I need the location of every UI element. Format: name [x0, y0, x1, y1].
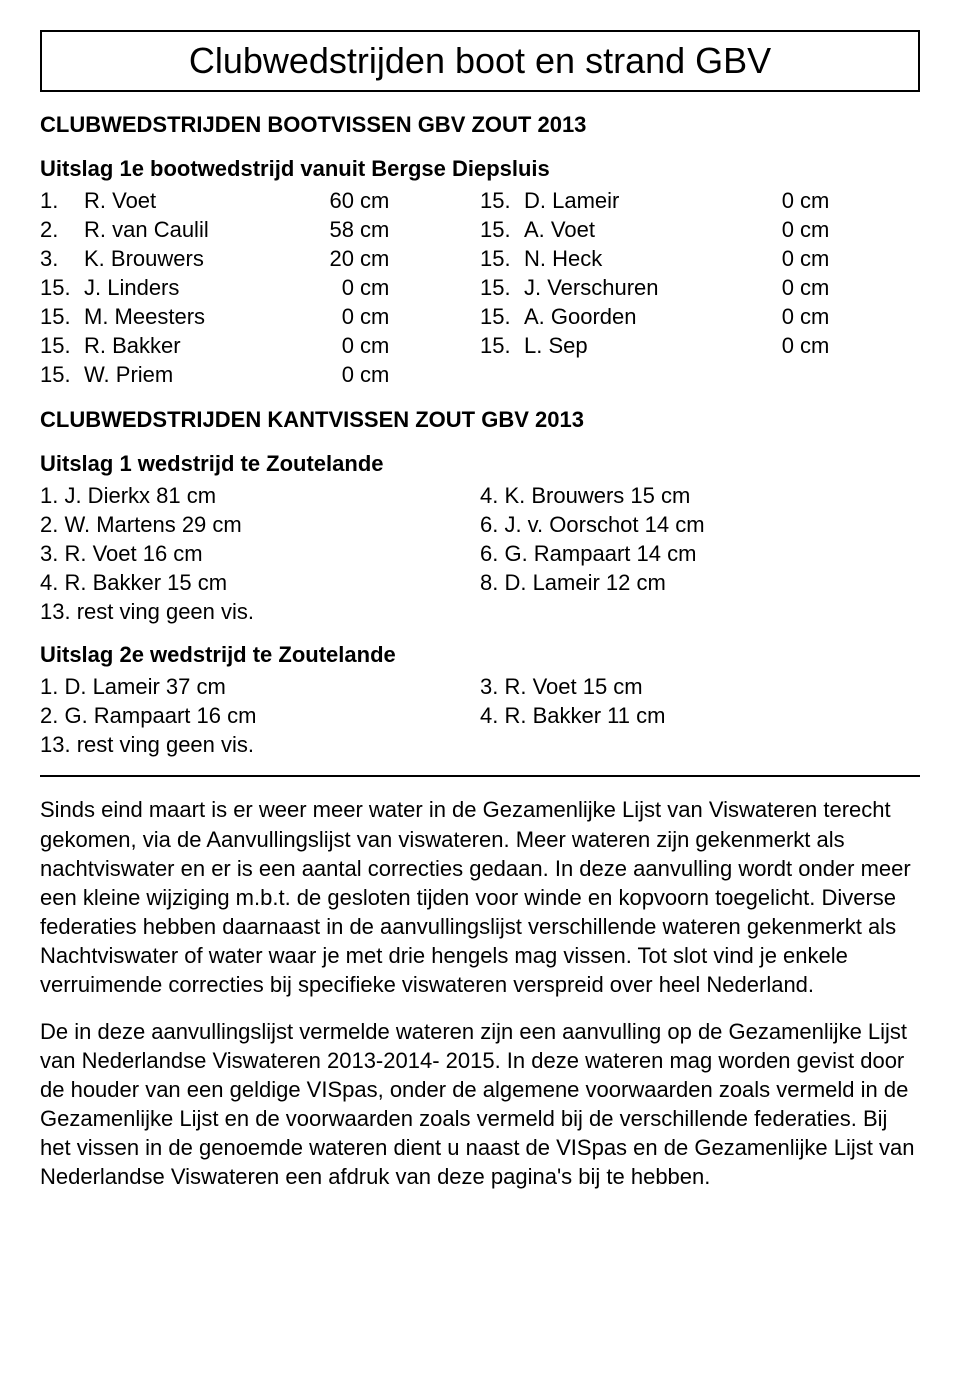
name: N. Heck: [524, 244, 724, 273]
result-row: 15.J. Linders0cm: [40, 273, 480, 302]
rank: 2.: [40, 215, 84, 244]
section2-heading: CLUBWEDSTRIJDEN KANTVISSEN ZOUT GBV 2013: [40, 407, 920, 433]
result-row: 1. J. Dierkx 81 cm: [40, 481, 480, 510]
unit: cm: [794, 273, 834, 302]
result-row: 15.M. Meesters0cm: [40, 302, 480, 331]
value: 0: [724, 244, 794, 273]
unit: cm: [794, 331, 834, 360]
rank: 15.: [480, 273, 524, 302]
value: 0: [284, 302, 354, 331]
result-row: 15.N. Heck0cm: [480, 244, 920, 273]
unit: cm: [354, 331, 394, 360]
result-row: 4. R. Bakker 15 cm: [40, 568, 480, 597]
rank: 15.: [480, 215, 524, 244]
value: 20: [284, 244, 354, 273]
rank: 15.: [40, 360, 84, 389]
result-row: 15.L. Sep0cm: [480, 331, 920, 360]
result-row: 15.D. Lameir0cm: [480, 186, 920, 215]
rank: 15.: [40, 331, 84, 360]
result-row: 1.R. Voet60cm: [40, 186, 480, 215]
name: K. Brouwers: [84, 244, 284, 273]
result-row: 2. W. Martens 29 cm: [40, 510, 480, 539]
result-row: 1. D. Lameir 37 cm: [40, 672, 480, 701]
result-row: 6. G. Rampaart 14 cm: [480, 539, 920, 568]
value: 0: [724, 302, 794, 331]
paragraph-1: Sinds eind maart is er weer meer water i…: [40, 795, 920, 998]
name: D. Lameir: [524, 186, 724, 215]
paragraph-2: De in deze aanvullingslijst vermelde wat…: [40, 1017, 920, 1191]
value: 0: [284, 273, 354, 302]
value: 58: [284, 215, 354, 244]
unit: cm: [354, 360, 394, 389]
rank: 15.: [480, 302, 524, 331]
value: 0: [724, 273, 794, 302]
result-row: 15.R. Bakker0cm: [40, 331, 480, 360]
result-row: 15.A. Goorden0cm: [480, 302, 920, 331]
name: W. Priem: [84, 360, 284, 389]
block1-right-column: 4. K. Brouwers 15 cm 6. J. v. Oorschot 1…: [480, 481, 920, 597]
section1-results: 1.R. Voet60cm 2.R. van Caulil58cm 3.K. B…: [40, 186, 920, 389]
rank: 15.: [40, 302, 84, 331]
value: 0: [724, 186, 794, 215]
rank: 15.: [40, 273, 84, 302]
unit: cm: [794, 215, 834, 244]
section2-block2-subheading: Uitslag 2e wedstrijd te Zoutelande: [40, 642, 920, 668]
block1-left-column: 1. J. Dierkx 81 cm 2. W. Martens 29 cm 3…: [40, 481, 480, 597]
result-row: 6. J. v. Oorschot 14 cm: [480, 510, 920, 539]
rank: 15.: [480, 331, 524, 360]
value: 0: [724, 215, 794, 244]
result-row: 15.J. Verschuren0cm: [480, 273, 920, 302]
name: A. Voet: [524, 215, 724, 244]
name: R. Voet: [84, 186, 284, 215]
name: L. Sep: [524, 331, 724, 360]
unit: cm: [794, 186, 834, 215]
name: J. Verschuren: [524, 273, 724, 302]
section2-block2-results: 1. D. Lameir 37 cm 2. G. Rampaart 16 cm …: [40, 672, 920, 730]
divider: [40, 775, 920, 777]
result-row: 15.A. Voet0cm: [480, 215, 920, 244]
name: A. Goorden: [524, 302, 724, 331]
result-row: 2. G. Rampaart 16 cm: [40, 701, 480, 730]
result-row: 3. R. Voet 15 cm: [480, 672, 920, 701]
rank: 1.: [40, 186, 84, 215]
name: M. Meesters: [84, 302, 284, 331]
result-row: 15.W. Priem0cm: [40, 360, 480, 389]
page-title: Clubwedstrijden boot en strand GBV: [62, 40, 898, 82]
section1-subheading: Uitslag 1e bootwedstrijd vanuit Bergse D…: [40, 156, 920, 182]
title-box: Clubwedstrijden boot en strand GBV: [40, 30, 920, 92]
block2-note: 13. rest ving geen vis.: [40, 730, 920, 759]
unit: cm: [354, 273, 394, 302]
section2-block1-subheading: Uitslag 1 wedstrijd te Zoutelande: [40, 451, 920, 477]
rank: 3.: [40, 244, 84, 273]
unit: cm: [794, 302, 834, 331]
rank: 15.: [480, 186, 524, 215]
unit: cm: [354, 186, 394, 215]
section2-block1-results: 1. J. Dierkx 81 cm 2. W. Martens 29 cm 3…: [40, 481, 920, 597]
value: 0: [284, 331, 354, 360]
block2-right-column: 3. R. Voet 15 cm 4. R. Bakker 11 cm: [480, 672, 920, 730]
block1-note: 13. rest ving geen vis.: [40, 597, 920, 626]
section1-left-column: 1.R. Voet60cm 2.R. van Caulil58cm 3.K. B…: [40, 186, 480, 389]
section1-right-column: 15.D. Lameir0cm 15.A. Voet0cm 15.N. Heck…: [480, 186, 920, 389]
value: 0: [284, 360, 354, 389]
name: R. Bakker: [84, 331, 284, 360]
block2-left-column: 1. D. Lameir 37 cm 2. G. Rampaart 16 cm: [40, 672, 480, 730]
unit: cm: [354, 302, 394, 331]
result-row: 4. K. Brouwers 15 cm: [480, 481, 920, 510]
unit: cm: [354, 215, 394, 244]
result-row: 2.R. van Caulil58cm: [40, 215, 480, 244]
section1-heading: CLUBWEDSTRIJDEN BOOTVISSEN GBV ZOUT 2013: [40, 112, 920, 138]
value: 60: [284, 186, 354, 215]
name: J. Linders: [84, 273, 284, 302]
result-row: 3. R. Voet 16 cm: [40, 539, 480, 568]
unit: cm: [354, 244, 394, 273]
rank: 15.: [480, 244, 524, 273]
result-row: 4. R. Bakker 11 cm: [480, 701, 920, 730]
value: 0: [724, 331, 794, 360]
unit: cm: [794, 244, 834, 273]
result-row: 8. D. Lameir 12 cm: [480, 568, 920, 597]
result-row: 3.K. Brouwers20cm: [40, 244, 480, 273]
name: R. van Caulil: [84, 215, 284, 244]
